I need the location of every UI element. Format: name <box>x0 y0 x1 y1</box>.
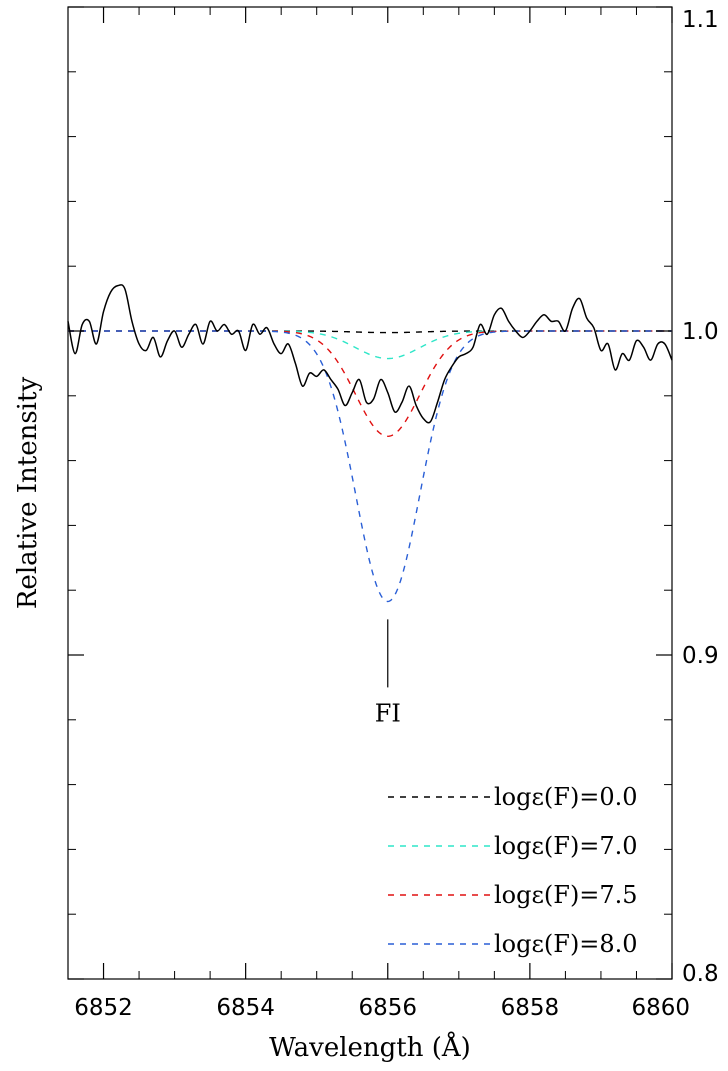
x-axis-title: Wavelength (Å) <box>269 1031 471 1063</box>
model-series-0 <box>68 330 672 334</box>
annotation-layer: FI <box>375 619 401 727</box>
legend-label-3: logε(F)=8.0 <box>494 930 638 958</box>
tick-label-layer: 6852 6854 6856 6858 6860 0.8 0.9 1.0 1.1 <box>74 7 718 1021</box>
legend-label-2: logε(F)=7.5 <box>494 881 638 909</box>
model-series-3 <box>68 330 672 603</box>
fi-annotation-label: FI <box>375 699 401 727</box>
tick-layer <box>67 6 673 980</box>
series-layer <box>67 284 673 603</box>
plot-axes <box>67 6 673 980</box>
model-series-2 <box>68 330 672 438</box>
plot-frame <box>67 6 673 980</box>
legend: logε(F)=0.0 logε(F)=7.0 logε(F)=7.5 logε(F)… <box>388 783 638 958</box>
legend-label-1: logε(F)=7.0 <box>494 832 638 860</box>
x-tick-label: 6860 <box>631 995 690 1021</box>
y-axis-title: Relative Intensity <box>13 377 43 610</box>
y-tick-label: 0.9 <box>682 643 719 669</box>
x-tick-label: 6852 <box>74 995 133 1021</box>
y-tick-label: 1.1 <box>682 7 719 33</box>
y-tick-label: 1.0 <box>682 319 719 345</box>
y-tick-label: 0.8 <box>682 961 719 987</box>
x-tick-label: 6854 <box>216 995 275 1021</box>
x-tick-label: 6856 <box>358 995 417 1021</box>
legend-label-0: logε(F)=0.0 <box>494 783 638 811</box>
observed-spectrum <box>67 284 673 424</box>
x-tick-label: 6858 <box>501 995 560 1021</box>
